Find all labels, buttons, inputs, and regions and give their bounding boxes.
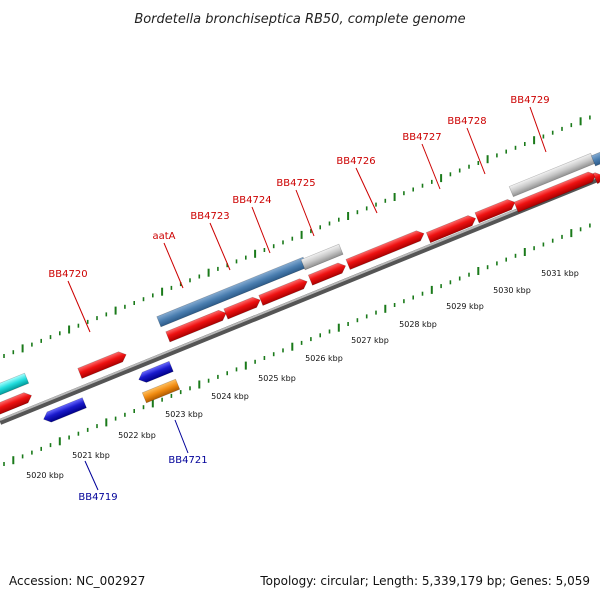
kbp-label: 5022 kbp bbox=[118, 431, 156, 440]
kbp-label: 5020 kbp bbox=[26, 471, 64, 480]
accession-text: Accession: NC_002927 bbox=[9, 574, 145, 588]
gene-bb4728-arrow[interactable] bbox=[474, 197, 517, 224]
leader-line bbox=[421, 143, 441, 190]
feature-track bbox=[0, 151, 600, 425]
gene-label-bb4725[interactable]: BB4725 bbox=[276, 178, 315, 189]
gene-bb4721-arrow[interactable] bbox=[137, 360, 174, 384]
gene-label-bb4726[interactable]: BB4726 bbox=[336, 156, 375, 167]
genome-backbone bbox=[0, 175, 600, 425]
gene-label-bb4729[interactable]: BB4729 bbox=[510, 95, 549, 106]
forward-cds-arrow[interactable] bbox=[0, 390, 34, 417]
gene-bb4725-arrow[interactable] bbox=[307, 261, 347, 286]
rna-feature-box[interactable] bbox=[141, 378, 181, 404]
kbp-label: 5027 kbp bbox=[351, 336, 389, 345]
gene-bb4719-arrow[interactable] bbox=[42, 397, 87, 425]
leader-line bbox=[466, 127, 486, 175]
topology-summary: Topology: circular; Length: 5,339,179 bp… bbox=[259, 574, 590, 588]
gene-label-bb4728[interactable]: BB4728 bbox=[447, 116, 486, 127]
kbp-label: 5031 kbp bbox=[541, 269, 579, 278]
gene-label-bb4720[interactable]: BB4720 bbox=[48, 269, 87, 280]
gene-label-bb4723[interactable]: BB4723 bbox=[190, 211, 229, 222]
kbp-label: 5021 kbp bbox=[72, 451, 110, 460]
kbp-label: 5030 kbp bbox=[493, 286, 531, 295]
gene-label-aata[interactable]: aatA bbox=[152, 231, 175, 242]
genome-backbone-highlight bbox=[0, 175, 600, 421]
kbp-label: 5029 kbp bbox=[446, 302, 484, 311]
leader-line bbox=[67, 280, 91, 333]
leader-line bbox=[355, 167, 378, 214]
leader-line bbox=[251, 206, 271, 254]
forward-tick-row bbox=[3, 115, 591, 358]
reverse-tick-row bbox=[3, 223, 591, 466]
kbp-label: 5023 kbp bbox=[165, 410, 203, 419]
gene-label-bb4724[interactable]: BB4724 bbox=[232, 195, 271, 206]
misc-feature-box[interactable] bbox=[0, 372, 30, 398]
gene-bb4723-arrow[interactable] bbox=[223, 295, 262, 320]
pseudo-gene-box[interactable] bbox=[300, 243, 344, 271]
gene-bb4726-arrow[interactable] bbox=[345, 228, 426, 270]
gene-bb4727-arrow[interactable] bbox=[425, 213, 477, 244]
gene-aata-forward-arrow[interactable] bbox=[165, 308, 228, 343]
forward-cds-arrow-edge[interactable] bbox=[592, 170, 600, 184]
gene-bb4729-arrow[interactable] bbox=[513, 170, 598, 213]
leader-line bbox=[529, 106, 547, 153]
leader-line bbox=[209, 222, 231, 271]
map-title: Bordetella bronchiseptica RB50, complete… bbox=[134, 12, 465, 27]
tick-rows bbox=[3, 115, 591, 466]
leader-line bbox=[84, 460, 99, 491]
operon-box-edge[interactable] bbox=[590, 151, 600, 167]
leader-line bbox=[174, 419, 189, 454]
gene-label-bb4721[interactable]: BB4721 bbox=[168, 455, 207, 466]
leader-line bbox=[295, 189, 315, 237]
gene-bb4724-arrow[interactable] bbox=[258, 276, 309, 306]
kbp-label: 5024 kbp bbox=[211, 392, 249, 401]
kbp-labels: 5020 kbp 5021 kbp 5022 kbp 5023 kbp 5024 kbp… bbox=[26, 269, 579, 480]
kbp-label: 5025 kbp bbox=[258, 374, 296, 383]
gene-bb4720-arrow[interactable] bbox=[77, 349, 128, 379]
leader-line bbox=[163, 242, 184, 289]
gene-label-bb4719[interactable]: BB4719 bbox=[78, 492, 117, 503]
kbp-label: 5026 kbp bbox=[305, 354, 343, 363]
kbp-label: 5028 kbp bbox=[399, 320, 437, 329]
gene-label-bb4727[interactable]: BB4727 bbox=[402, 132, 441, 143]
